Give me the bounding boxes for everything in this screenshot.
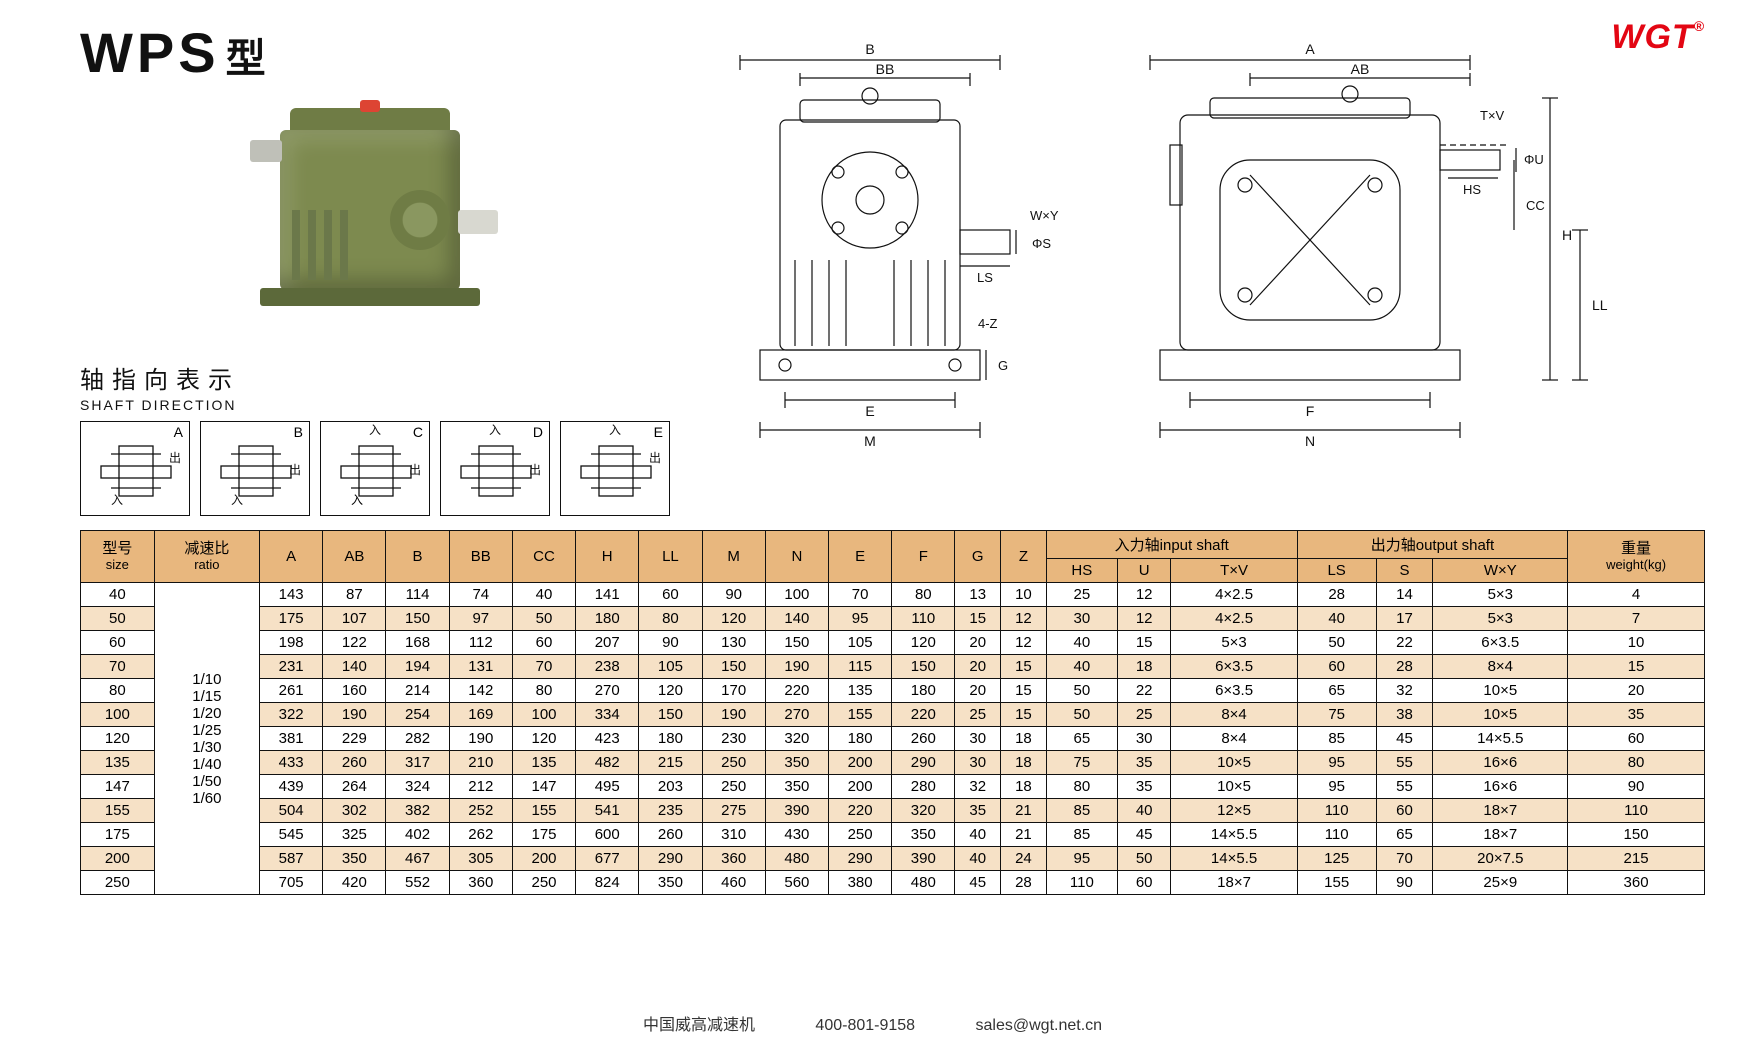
table-row: 1555043023822521555412352753902203203521… [81,799,1705,823]
svg-text:ΦS: ΦS [1032,236,1051,251]
svg-text:ΦU: ΦU [1524,152,1544,167]
shaft-direction-title-en: SHAFT DIRECTION [80,397,670,413]
technical-diagrams: B BB [700,20,1660,500]
svg-text:N: N [1305,433,1315,449]
svg-text:W×Y: W×Y [1030,208,1059,223]
svg-text:T×V: T×V [1480,108,1505,123]
table-row: 1203812292821901204231802303201802603018… [81,727,1705,751]
shaft-direction-row: A 入 出 B 入 出 C [80,421,670,516]
table-row: 1755453254022621756002603104302503504021… [81,823,1705,847]
shaft-direction-title-cn: 轴指向表示 [80,360,670,395]
table-row: 2005873504673052006772903604802903904024… [81,847,1705,871]
svg-text:G: G [998,358,1008,373]
svg-text:出: 出 [529,463,541,477]
svg-text:出: 出 [649,451,661,465]
table-row: 8026116021414280270120170220135180201550… [81,679,1705,703]
svg-text:入: 入 [231,493,243,507]
svg-text:BB: BB [876,61,895,77]
table-row: 7023114019413170238105150190115150201540… [81,655,1705,679]
table-row: 1003221902541691003341501902701552202515… [81,703,1705,727]
svg-text:入: 入 [489,423,501,437]
svg-text:A: A [1305,41,1315,57]
table-row: 5017510715097501808012014095110151230124… [81,607,1705,631]
svg-text:AB: AB [1351,61,1370,77]
svg-text:出: 出 [289,463,301,477]
page-footer: 中国威高减速机 400-801-9158 sales@wgt.net.cn [0,1011,1745,1035]
footer-email: sales@wgt.net.cn [976,1017,1103,1034]
product-photo [240,70,500,330]
svg-text:出: 出 [169,451,181,465]
svg-text:入: 入 [609,423,621,437]
table-row: 2507054205523602508243504605603804804528… [81,871,1705,895]
svg-text:LL: LL [1592,297,1608,313]
shaft-variant-a: A 入 出 [80,421,190,516]
table-row: 401/101/151/201/251/301/401/501/60143871… [81,583,1705,607]
footer-phone: 400-801-9158 [815,1017,915,1034]
svg-text:出: 出 [409,463,421,477]
svg-text:入: 入 [369,423,381,437]
svg-text:F: F [1306,403,1315,419]
svg-text:H: H [1562,227,1572,243]
svg-text:入: 入 [111,493,123,507]
shaft-variant-c: C 入 出 入 [320,421,430,516]
svg-text:CC: CC [1526,198,1545,213]
svg-text:M: M [864,433,876,449]
table-row: 1474392643242121474952032503502002803218… [81,775,1705,799]
shaft-variant-d: D 入 出 [440,421,550,516]
table-row: 6019812216811260207901301501051202012401… [81,631,1705,655]
svg-text:HS: HS [1463,182,1481,197]
svg-text:4-Z: 4-Z [978,316,998,331]
shaft-variant-e: E 入 出 [560,421,670,516]
footer-company: 中国威高减速机 [643,1017,755,1034]
dimension-table: 型号size 减速比ratio A AB B BB CC H LL M N E … [80,530,1705,895]
svg-text:E: E [865,403,874,419]
shaft-variant-b: B 入 出 [200,421,310,516]
svg-text:LS: LS [977,270,993,285]
svg-text:B: B [865,41,874,57]
svg-text:入: 入 [351,493,363,507]
table-row: 1354332603172101354822152503502002903018… [81,751,1705,775]
